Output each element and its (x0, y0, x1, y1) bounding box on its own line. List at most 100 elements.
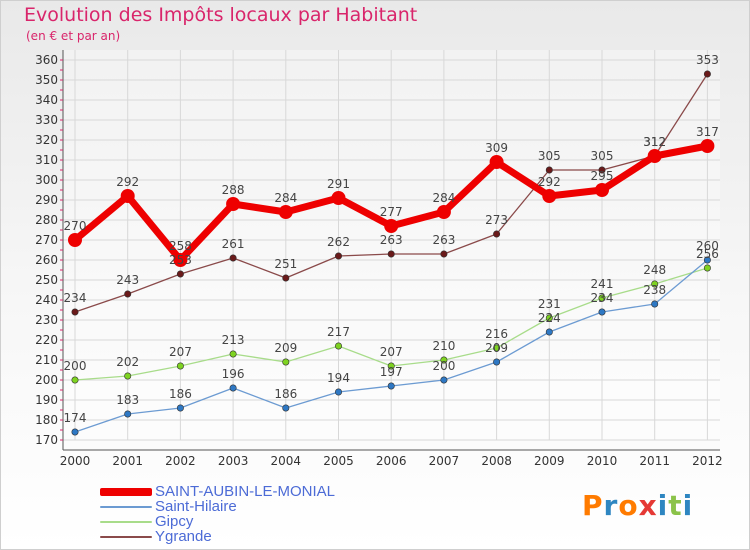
data-point (703, 70, 711, 78)
data-point (331, 191, 346, 205)
data-point (384, 219, 399, 233)
data-point (334, 252, 342, 260)
data-label: 238 (643, 283, 666, 297)
data-label: 231 (538, 297, 561, 311)
y-tick-label: 250 (35, 273, 58, 287)
y-tick-label: 190 (35, 393, 58, 407)
legend-swatch (100, 488, 152, 496)
data-label: 312 (643, 135, 666, 149)
data-label: 241 (591, 277, 614, 291)
data-label: 251 (274, 257, 297, 271)
data-point (71, 376, 79, 384)
data-point (598, 294, 606, 302)
data-label: 207 (380, 345, 403, 359)
data-label: 277 (380, 205, 403, 219)
data-label: 295 (591, 169, 614, 183)
x-tick-label: 2004 (271, 454, 302, 468)
data-label: 217 (327, 325, 350, 339)
data-label: 202 (116, 355, 139, 369)
legend-label: Saint-Hilaire (155, 498, 237, 515)
y-tick-label: 340 (35, 93, 58, 107)
x-tick-label: 2003 (218, 454, 249, 468)
data-point (124, 290, 132, 298)
y-tick-label: 170 (35, 433, 58, 447)
data-point (647, 149, 662, 163)
x-tick-label: 2008 (481, 454, 512, 468)
data-point (493, 344, 501, 352)
data-label: 210 (432, 339, 455, 353)
y-tick-label: 300 (35, 173, 58, 187)
data-point (493, 230, 501, 238)
data-point (334, 388, 342, 396)
data-label: 263 (432, 233, 455, 247)
data-label: 183 (116, 393, 139, 407)
data-point (124, 410, 132, 418)
data-label: 291 (327, 177, 350, 191)
data-point (68, 233, 82, 247)
y-tick-label: 360 (35, 53, 58, 67)
data-label: 305 (538, 149, 561, 163)
data-label: 260 (696, 239, 719, 253)
y-tick-label: 260 (35, 253, 58, 267)
data-point (387, 250, 395, 258)
data-point (703, 264, 711, 272)
data-point (545, 314, 553, 322)
data-label: 288 (222, 183, 245, 197)
data-label: 174 (64, 411, 87, 425)
data-point (436, 205, 451, 219)
legend-swatch (100, 521, 152, 523)
data-label: 312 (643, 135, 666, 149)
data-label: 248 (643, 263, 666, 277)
logo-letter: x (638, 489, 658, 522)
data-point (595, 183, 609, 197)
x-tick-label: 2000 (60, 454, 91, 468)
x-tick-label: 2006 (376, 454, 407, 468)
data-point (387, 382, 395, 390)
y-tick-label: 210 (35, 353, 58, 367)
y-tick-label: 330 (35, 113, 58, 127)
x-tick-label: 2002 (165, 454, 196, 468)
data-label: 292 (116, 175, 139, 189)
data-label: 200 (64, 359, 87, 373)
data-label: 353 (696, 53, 719, 67)
data-point (334, 342, 342, 350)
data-point (229, 350, 237, 358)
data-label: 243 (116, 273, 139, 287)
data-point (282, 404, 290, 412)
data-point (282, 274, 290, 282)
data-point (651, 300, 659, 308)
y-tick-label: 280 (35, 213, 58, 227)
proxiti-logo: Proxiti (582, 489, 693, 522)
data-point (229, 384, 237, 392)
y-tick-label: 350 (35, 73, 58, 87)
data-point (440, 250, 448, 258)
data-label: 261 (222, 237, 245, 251)
data-point (598, 308, 606, 316)
data-label: 309 (485, 141, 508, 155)
data-point (440, 356, 448, 364)
logo-letter: r (603, 489, 619, 522)
y-tick-label: 220 (35, 333, 58, 347)
data-point (703, 256, 711, 264)
data-label: 194 (327, 371, 350, 385)
data-label: 196 (222, 367, 245, 381)
y-tick-label: 320 (35, 133, 58, 147)
data-label: 197 (380, 365, 403, 379)
data-label: 258 (169, 239, 192, 253)
y-tick-label: 180 (35, 413, 58, 427)
y-tick-label: 290 (35, 193, 58, 207)
data-point (440, 376, 448, 384)
data-point (124, 372, 132, 380)
data-label: 253 (169, 253, 192, 267)
data-point (282, 358, 290, 366)
data-point (651, 280, 659, 288)
data-point (493, 358, 501, 366)
data-label: 234 (64, 291, 87, 305)
data-label: 186 (274, 387, 297, 401)
data-point (700, 139, 715, 153)
legend-swatch (100, 536, 152, 538)
data-point (489, 155, 504, 169)
data-label: 186 (169, 387, 192, 401)
x-tick-label: 2011 (639, 454, 670, 468)
